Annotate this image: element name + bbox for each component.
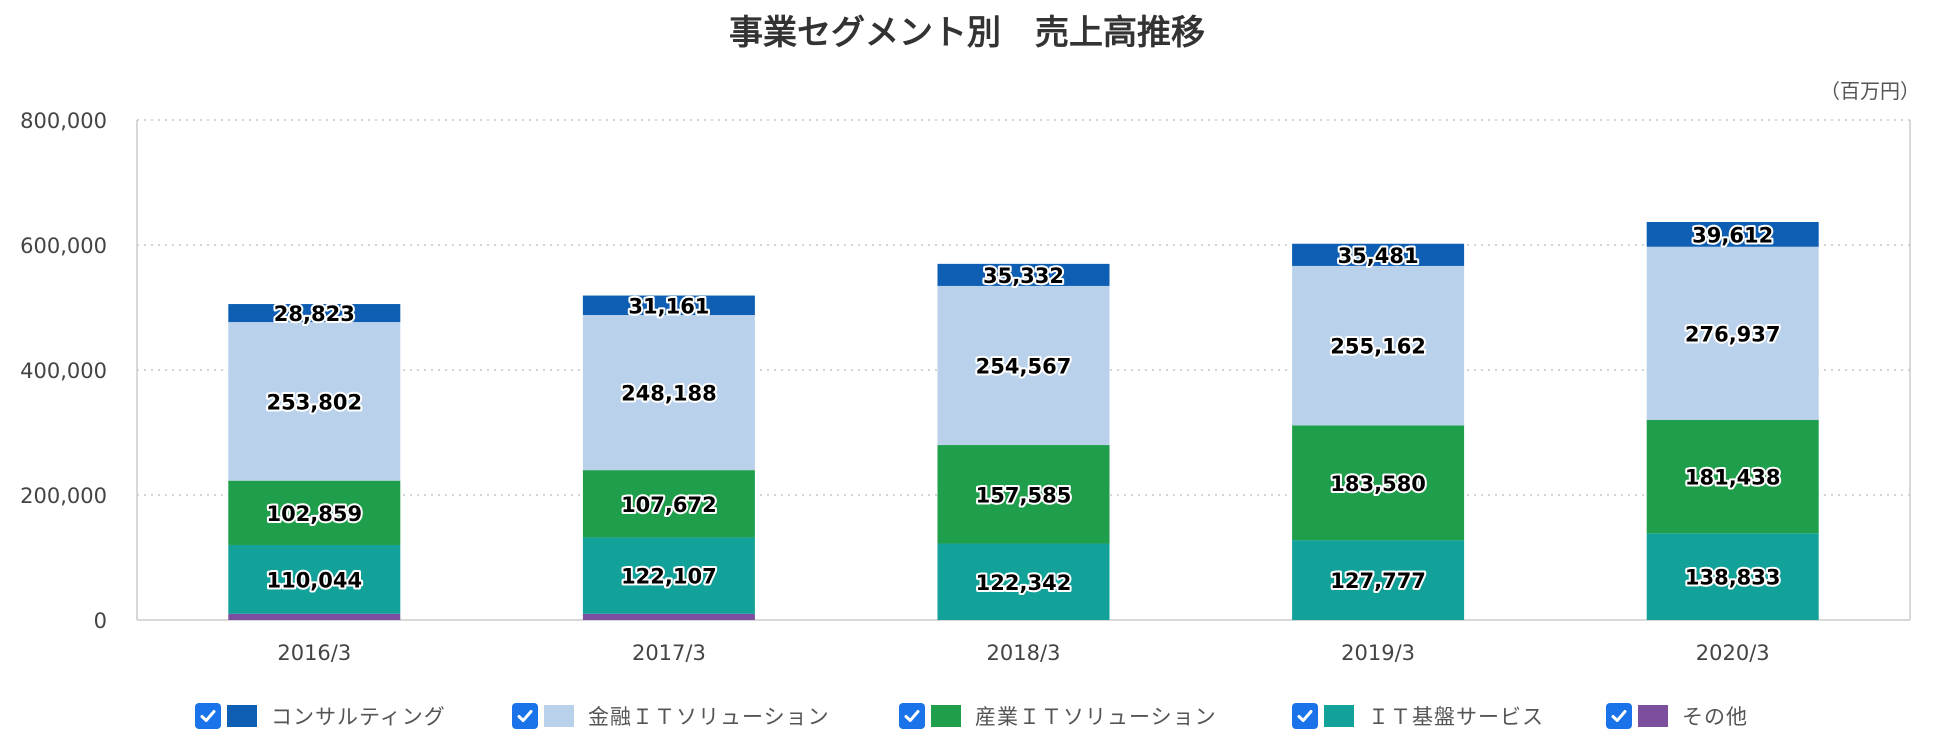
legend-swatch bbox=[1324, 705, 1354, 727]
bar-segment[interactable] bbox=[937, 543, 1110, 620]
data-label: 102,859 bbox=[266, 502, 362, 526]
checkbox-checked-icon[interactable] bbox=[899, 703, 925, 729]
bar-segment[interactable] bbox=[1292, 243, 1465, 266]
data-label: 39,612 bbox=[1692, 223, 1773, 247]
bars bbox=[228, 221, 1819, 620]
data-label: 157,585 bbox=[976, 483, 1072, 507]
data-label: 138,833 bbox=[1685, 566, 1781, 590]
data-label: 276,937 bbox=[1685, 322, 1781, 346]
bar-segment[interactable] bbox=[228, 304, 401, 323]
bar-segment[interactable] bbox=[937, 285, 1110, 446]
x-tick-label: 2020/3 bbox=[1696, 641, 1770, 665]
checkbox-checked-icon[interactable] bbox=[1606, 703, 1632, 729]
legend-item[interactable]: コンサルティング bbox=[195, 696, 446, 736]
bar-segment[interactable] bbox=[582, 470, 755, 538]
data-label: 31,161 bbox=[628, 294, 709, 318]
y-tick-label: 400,000 bbox=[20, 359, 107, 383]
data-label: 127,777 bbox=[1330, 569, 1426, 593]
checkbox-checked-icon[interactable] bbox=[512, 703, 538, 729]
checkbox-checked-icon[interactable] bbox=[195, 703, 221, 729]
x-tick-label: 2018/3 bbox=[987, 641, 1061, 665]
y-tick-label: 0 bbox=[94, 609, 107, 633]
data-label: 28,823 bbox=[274, 302, 355, 326]
data-label: 255,162 bbox=[1330, 335, 1426, 359]
x-axis-ticks: 2016/3 2017/3 2018/3 2019/3 2020/3 bbox=[277, 641, 1769, 665]
x-tick-label: 2017/3 bbox=[632, 641, 706, 665]
x-tick-label: 2016/3 bbox=[277, 641, 351, 665]
legend: コンサルティング 金融ＩＴソリューション 産業ＩＴソリューション ＩＴ基盤サービス その… bbox=[0, 696, 1934, 736]
bar-segment[interactable] bbox=[1292, 425, 1465, 541]
legend-item[interactable]: 産業ＩＴソリューション bbox=[899, 696, 1217, 736]
legend-swatch bbox=[544, 705, 574, 727]
bar-segment[interactable] bbox=[228, 544, 401, 614]
bar-segment[interactable] bbox=[582, 537, 755, 614]
legend-label: その他 bbox=[1682, 705, 1748, 729]
stacked-bar-chart: 事業セグメント別 売上高推移 （百万円） 800,000 600,000 400,0… bbox=[20, 13, 1920, 665]
legend-label: コンサルティング bbox=[271, 705, 446, 729]
bar-segment[interactable] bbox=[937, 263, 1110, 286]
data-label: 254,567 bbox=[976, 354, 1072, 378]
data-label: 183,580 bbox=[1330, 472, 1426, 496]
data-label: 107,672 bbox=[621, 493, 717, 517]
bar-segment[interactable] bbox=[1646, 221, 1819, 247]
bar-segment[interactable] bbox=[582, 613, 755, 620]
bar-segment[interactable] bbox=[1646, 246, 1819, 420]
data-label: 110,044 bbox=[266, 568, 362, 592]
data-label: 253,802 bbox=[266, 390, 362, 414]
legend-label: ＩＴ基盤サービス bbox=[1368, 705, 1544, 729]
bar-segment[interactable] bbox=[228, 322, 401, 481]
bar-segment[interactable] bbox=[582, 295, 755, 316]
checkbox-checked-icon[interactable] bbox=[1292, 703, 1318, 729]
bar-segment[interactable] bbox=[228, 613, 401, 620]
legend-swatch bbox=[227, 705, 257, 727]
bar-segment[interactable] bbox=[582, 315, 755, 471]
bar-segment[interactable] bbox=[1646, 533, 1819, 620]
bar-segment[interactable] bbox=[1292, 540, 1465, 620]
data-label: 35,332 bbox=[983, 264, 1064, 288]
legend-swatch bbox=[931, 705, 961, 727]
data-label: 122,342 bbox=[976, 571, 1072, 595]
bar-segment[interactable] bbox=[937, 445, 1110, 544]
legend-swatch bbox=[1638, 705, 1668, 727]
legend-item[interactable]: ＩＴ基盤サービス bbox=[1292, 696, 1544, 736]
data-label: 35,481 bbox=[1338, 244, 1419, 268]
y-tick-label: 600,000 bbox=[20, 234, 107, 258]
bar-segment[interactable] bbox=[1646, 419, 1819, 534]
legend-item[interactable]: 金融ＩＴソリューション bbox=[512, 696, 830, 736]
bar-segment[interactable] bbox=[228, 480, 401, 545]
data-label: 122,107 bbox=[621, 565, 717, 589]
legend-item[interactable]: その他 bbox=[1606, 696, 1748, 736]
chart-title: 事業セグメント別 売上高推移 bbox=[729, 13, 1205, 53]
legend-label: 金融ＩＴソリューション bbox=[588, 705, 830, 729]
y-tick-label: 800,000 bbox=[20, 109, 107, 133]
x-tick-label: 2019/3 bbox=[1341, 641, 1415, 665]
y-tick-label: 200,000 bbox=[20, 484, 107, 508]
legend-label: 産業ＩＴソリューション bbox=[975, 705, 1217, 729]
data-label: 181,438 bbox=[1685, 466, 1781, 490]
bar-segment[interactable] bbox=[1292, 265, 1465, 426]
unit-label: （百万円） bbox=[1820, 79, 1920, 103]
y-axis-ticks: 800,000 600,000 400,000 200,000 0 bbox=[20, 109, 107, 633]
data-label: 248,188 bbox=[621, 382, 717, 406]
data-labels: 110,044 102,859 253,802 28,823 122,107 107,67… bbox=[264, 221, 1782, 596]
